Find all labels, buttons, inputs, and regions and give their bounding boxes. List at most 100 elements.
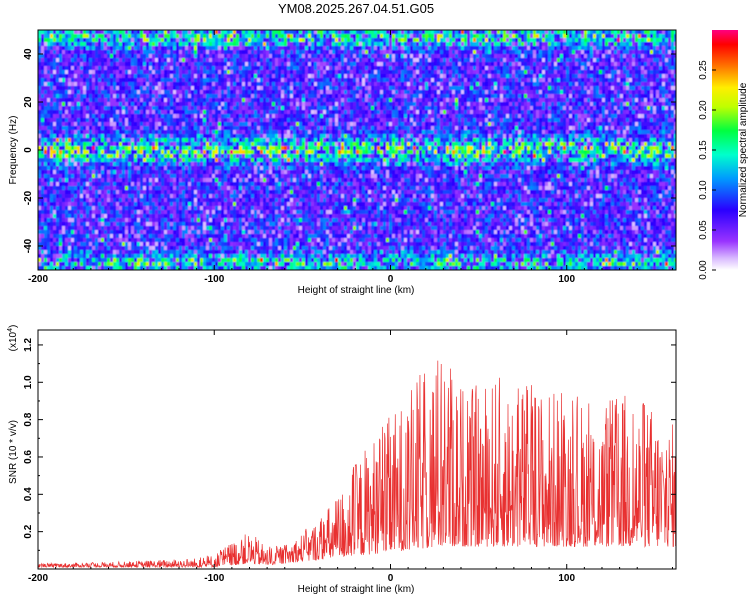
heatmap-cell bbox=[284, 186, 288, 191]
heatmap-cell bbox=[203, 98, 207, 103]
heatmap-cell bbox=[158, 186, 162, 191]
heatmap-cell bbox=[80, 186, 84, 191]
heatmap-cell bbox=[59, 230, 63, 235]
heatmap-cell bbox=[236, 230, 240, 235]
heatmap-cell bbox=[248, 182, 252, 187]
heatmap-cell bbox=[215, 186, 219, 191]
heatmap-cell bbox=[209, 130, 213, 135]
heatmap-cell bbox=[53, 190, 57, 195]
heatmap-cell bbox=[242, 114, 246, 119]
heatmap-cell bbox=[227, 194, 231, 199]
heatmap-cell bbox=[233, 54, 237, 59]
heatmap-cell bbox=[248, 138, 252, 143]
heatmap-cell bbox=[224, 242, 228, 247]
heatmap-cell bbox=[101, 194, 105, 199]
heatmap-cell bbox=[281, 158, 285, 163]
heatmap-cell bbox=[224, 174, 228, 179]
heatmap-cell bbox=[245, 166, 249, 171]
heatmap-cell bbox=[110, 110, 114, 115]
heatmap-cell bbox=[140, 162, 144, 167]
heatmap-cell bbox=[68, 50, 72, 55]
heatmap-cell bbox=[86, 78, 90, 83]
heatmap-cell bbox=[95, 98, 99, 103]
heatmap-cell bbox=[233, 226, 237, 231]
heatmap-cell bbox=[80, 46, 84, 51]
heatmap-cell bbox=[122, 166, 126, 171]
heatmap-cell bbox=[203, 214, 207, 219]
heatmap-cell bbox=[80, 70, 84, 75]
heatmap-cell bbox=[191, 210, 195, 215]
heatmap-cell bbox=[107, 82, 111, 87]
heatmap-cell bbox=[272, 66, 276, 71]
heatmap-cell bbox=[245, 106, 249, 111]
heatmap-cell bbox=[164, 70, 168, 75]
heatmap-cell bbox=[224, 254, 228, 259]
heatmap-cell bbox=[239, 46, 243, 51]
heatmap-cell bbox=[266, 90, 270, 95]
heatmap-cell bbox=[146, 254, 150, 259]
heatmap-cell bbox=[176, 50, 180, 55]
heatmap-cell bbox=[236, 130, 240, 135]
heatmap-cell bbox=[164, 38, 168, 43]
heatmap-cell bbox=[269, 158, 273, 163]
heatmap-cell bbox=[77, 30, 81, 35]
heatmap-cell bbox=[50, 182, 54, 187]
heatmap-cell bbox=[134, 90, 138, 95]
heatmap-cell bbox=[38, 262, 42, 267]
heatmap-cell bbox=[203, 82, 207, 87]
heatmap-cell bbox=[194, 74, 198, 79]
heatmap-cell bbox=[179, 30, 183, 35]
heatmap-cell bbox=[125, 178, 129, 183]
heatmap-cell bbox=[263, 182, 267, 187]
heatmap-cell bbox=[101, 198, 105, 203]
heatmap-cell bbox=[191, 74, 195, 79]
heatmap-cell bbox=[182, 134, 186, 139]
heatmap-cell bbox=[257, 218, 261, 223]
heatmap-cell bbox=[71, 210, 75, 215]
heatmap-cell bbox=[194, 262, 198, 267]
heatmap-cell bbox=[44, 242, 48, 247]
heatmap-cell bbox=[248, 74, 252, 79]
heatmap-cell bbox=[209, 190, 213, 195]
heatmap-cell bbox=[101, 158, 105, 163]
heatmap-cell bbox=[92, 258, 96, 263]
heatmap-cell bbox=[47, 226, 51, 231]
heatmap-cell bbox=[44, 142, 48, 147]
heatmap-cell bbox=[128, 134, 132, 139]
heatmap-cell bbox=[281, 142, 285, 147]
heatmap-cell bbox=[152, 130, 156, 135]
heatmap-cell bbox=[266, 190, 270, 195]
heatmap-cell bbox=[77, 230, 81, 235]
heatmap-cell bbox=[38, 90, 42, 95]
heatmap-cell bbox=[182, 154, 186, 159]
heatmap-cell bbox=[38, 198, 42, 203]
heatmap-cell bbox=[212, 198, 216, 203]
heatmap-cell bbox=[272, 158, 276, 163]
heatmap-cell bbox=[92, 62, 96, 67]
heatmap-cell bbox=[122, 162, 126, 167]
heatmap-cell bbox=[134, 250, 138, 255]
heatmap-cell bbox=[122, 110, 126, 115]
heatmap-cell bbox=[116, 222, 120, 227]
heatmap-cell bbox=[158, 110, 162, 115]
heatmap-cell bbox=[218, 134, 222, 139]
heatmap-cell bbox=[65, 150, 69, 155]
heatmap-cell bbox=[155, 82, 159, 87]
heatmap-cell bbox=[116, 234, 120, 239]
heatmap-cell bbox=[56, 46, 60, 51]
heatmap-cell bbox=[80, 114, 84, 119]
heatmap-cell bbox=[164, 262, 168, 267]
heatmap-cell bbox=[239, 258, 243, 263]
heatmap-cell bbox=[44, 42, 48, 47]
heatmap-cell bbox=[170, 34, 174, 39]
heatmap-cell bbox=[167, 234, 171, 239]
heatmap-cell bbox=[257, 54, 261, 59]
heatmap-cell bbox=[269, 46, 273, 51]
heatmap-cell bbox=[116, 126, 120, 131]
heatmap-cell bbox=[191, 42, 195, 47]
heatmap-cell bbox=[230, 82, 234, 87]
heatmap-cell bbox=[86, 158, 90, 163]
heatmap-cell bbox=[161, 214, 165, 219]
heatmap-cell bbox=[257, 126, 261, 131]
heatmap-cell bbox=[230, 138, 234, 143]
